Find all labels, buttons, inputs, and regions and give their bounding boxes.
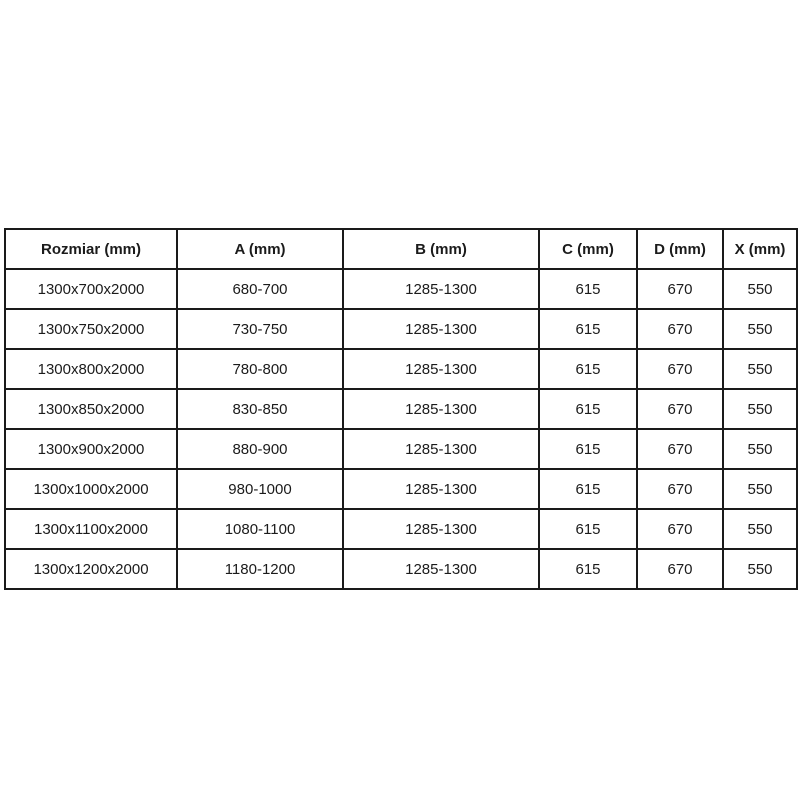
cell-a: 1180-1200 xyxy=(176,548,344,590)
table-row: 1300x1200x2000 1180-1200 1285-1300 615 6… xyxy=(4,548,798,590)
column-header-rozmiar: Rozmiar (mm) xyxy=(4,228,178,270)
cell-x: 550 xyxy=(722,508,798,550)
cell-x: 550 xyxy=(722,308,798,350)
cell-x: 550 xyxy=(722,388,798,430)
cell-b: 1285-1300 xyxy=(342,508,540,550)
cell-c: 615 xyxy=(538,548,638,590)
size-spec-table: Rozmiar (mm) A (mm) B (mm) C (mm) D (mm)… xyxy=(4,228,798,590)
size-spec-table-container: Rozmiar (mm) A (mm) B (mm) C (mm) D (mm)… xyxy=(4,228,798,590)
column-header-b: B (mm) xyxy=(342,228,540,270)
cell-b: 1285-1300 xyxy=(342,308,540,350)
cell-c: 615 xyxy=(538,508,638,550)
cell-d: 670 xyxy=(636,548,724,590)
cell-b: 1285-1300 xyxy=(342,548,540,590)
cell-d: 670 xyxy=(636,508,724,550)
cell-a: 830-850 xyxy=(176,388,344,430)
table-row: 1300x750x2000 730-750 1285-1300 615 670 … xyxy=(4,308,798,350)
cell-d: 670 xyxy=(636,308,724,350)
column-header-d: D (mm) xyxy=(636,228,724,270)
table-body: 1300x700x2000 680-700 1285-1300 615 670 … xyxy=(4,268,798,590)
cell-x: 550 xyxy=(722,428,798,470)
table-row: 1300x1100x2000 1080-1100 1285-1300 615 6… xyxy=(4,508,798,550)
cell-b: 1285-1300 xyxy=(342,468,540,510)
cell-x: 550 xyxy=(722,548,798,590)
cell-x: 550 xyxy=(722,468,798,510)
cell-d: 670 xyxy=(636,428,724,470)
table-row: 1300x900x2000 880-900 1285-1300 615 670 … xyxy=(4,428,798,470)
cell-c: 615 xyxy=(538,308,638,350)
cell-a: 880-900 xyxy=(176,428,344,470)
column-header-c: C (mm) xyxy=(538,228,638,270)
cell-d: 670 xyxy=(636,388,724,430)
cell-c: 615 xyxy=(538,428,638,470)
cell-b: 1285-1300 xyxy=(342,348,540,390)
cell-a: 980-1000 xyxy=(176,468,344,510)
cell-b: 1285-1300 xyxy=(342,428,540,470)
cell-size: 1300x850x2000 xyxy=(4,388,178,430)
cell-size: 1300x800x2000 xyxy=(4,348,178,390)
cell-size: 1300x750x2000 xyxy=(4,308,178,350)
table-header: Rozmiar (mm) A (mm) B (mm) C (mm) D (mm)… xyxy=(4,228,798,270)
table-row: 1300x850x2000 830-850 1285-1300 615 670 … xyxy=(4,388,798,430)
cell-a: 680-700 xyxy=(176,268,344,310)
cell-a: 780-800 xyxy=(176,348,344,390)
cell-a: 1080-1100 xyxy=(176,508,344,550)
cell-d: 670 xyxy=(636,268,724,310)
cell-x: 550 xyxy=(722,268,798,310)
cell-x: 550 xyxy=(722,348,798,390)
cell-b: 1285-1300 xyxy=(342,268,540,310)
cell-size: 1300x1200x2000 xyxy=(4,548,178,590)
cell-d: 670 xyxy=(636,348,724,390)
cell-size: 1300x700x2000 xyxy=(4,268,178,310)
cell-b: 1285-1300 xyxy=(342,388,540,430)
cell-size: 1300x1100x2000 xyxy=(4,508,178,550)
cell-a: 730-750 xyxy=(176,308,344,350)
cell-size: 1300x1000x2000 xyxy=(4,468,178,510)
cell-d: 670 xyxy=(636,468,724,510)
table-row: 1300x800x2000 780-800 1285-1300 615 670 … xyxy=(4,348,798,390)
cell-c: 615 xyxy=(538,268,638,310)
table-row: 1300x700x2000 680-700 1285-1300 615 670 … xyxy=(4,268,798,310)
column-header-x: X (mm) xyxy=(722,228,798,270)
cell-c: 615 xyxy=(538,468,638,510)
cell-c: 615 xyxy=(538,348,638,390)
cell-c: 615 xyxy=(538,388,638,430)
cell-size: 1300x900x2000 xyxy=(4,428,178,470)
header-row: Rozmiar (mm) A (mm) B (mm) C (mm) D (mm)… xyxy=(4,228,798,270)
table-row: 1300x1000x2000 980-1000 1285-1300 615 67… xyxy=(4,468,798,510)
column-header-a: A (mm) xyxy=(176,228,344,270)
